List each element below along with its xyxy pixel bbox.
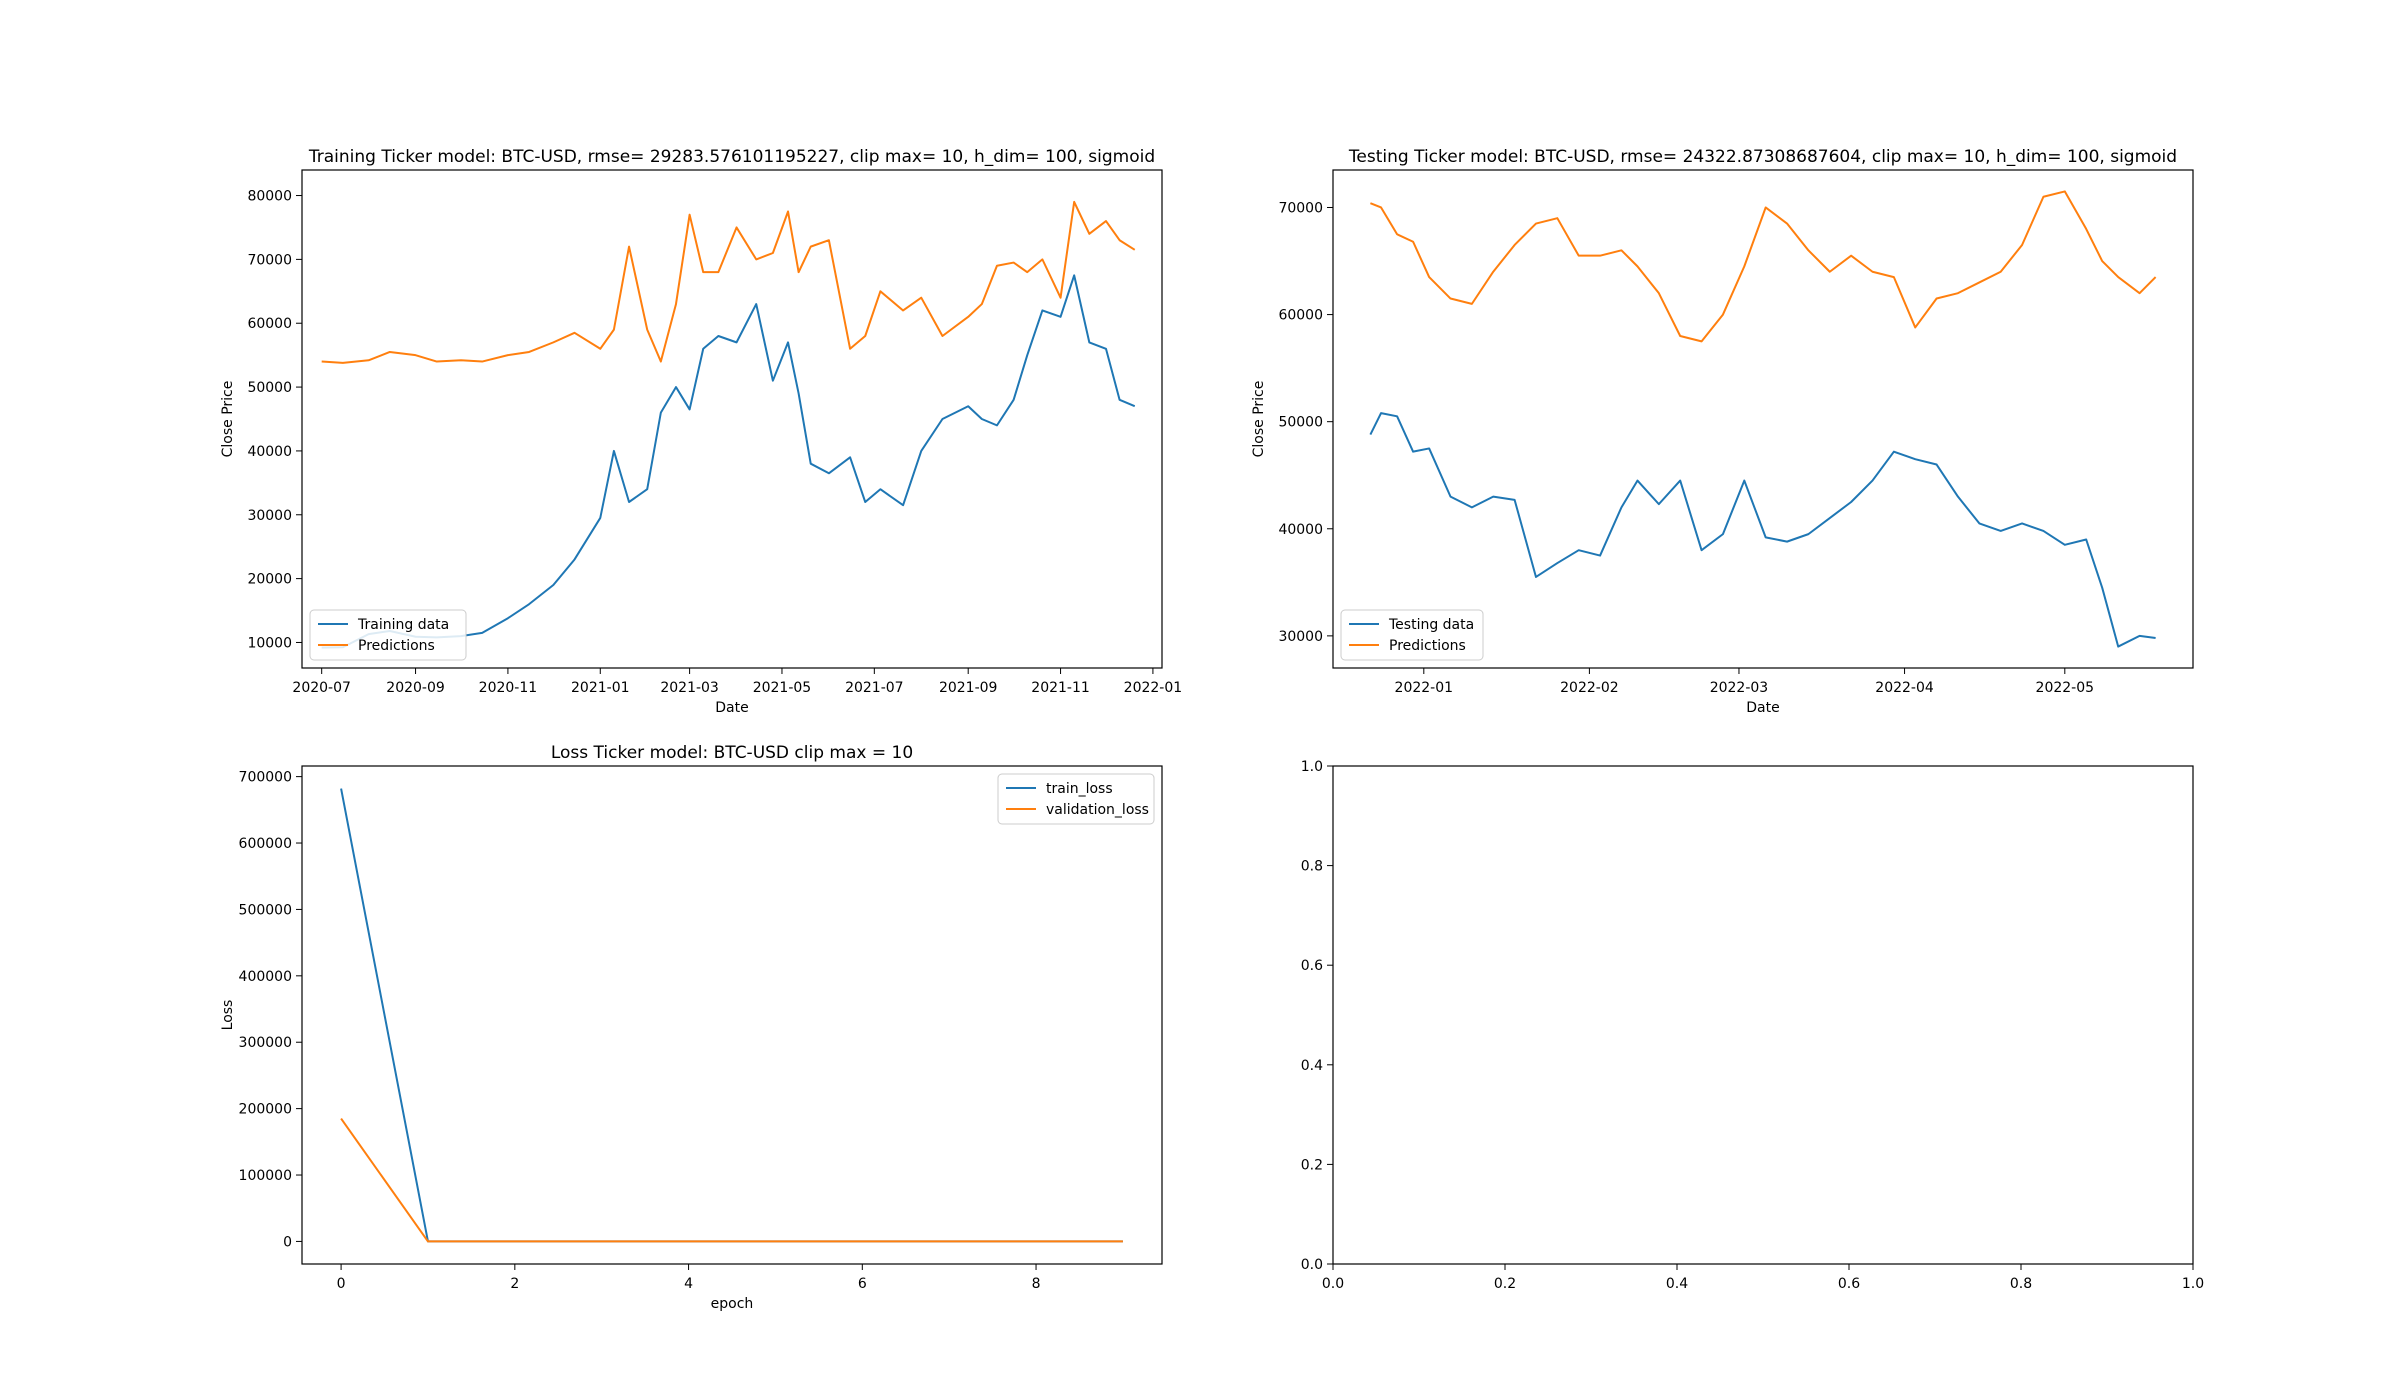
x-tick-label: 2022-04 [1875,680,1934,696]
legend-label: Testing data [1388,617,1474,633]
x-axis-label: Date [1746,700,1779,716]
axes-frame [1332,169,2194,669]
y-axis-label: Loss [220,1000,236,1031]
y-tick-label: 40000 [1278,522,1323,538]
x-tick-label: 2020-11 [479,680,538,696]
y-tick-label: 0.4 [1301,1058,1323,1074]
y-tick-label: 50000 [1278,415,1323,431]
y-tick-label: 30000 [1278,629,1323,645]
x-tick-label: 0.8 [2010,1276,2032,1292]
y-tick-label: 400000 [239,969,292,985]
x-tick-label: 2022-02 [1560,680,1619,696]
y-tick-label: 20000 [247,572,292,588]
y-tick-label: 700000 [239,770,292,786]
series-line-training-data [321,274,1136,649]
x-tick-label: 0.0 [1322,1276,1344,1292]
legend-label: Training data [357,617,449,633]
x-tick-label: 6 [858,1276,867,1292]
y-tick-label: 50000 [247,380,292,396]
x-tick-label: 0.4 [1666,1276,1688,1292]
series-line-train-loss [340,788,1123,1243]
y-tick-label: 0.6 [1301,958,1323,974]
legend-label: Predictions [1389,638,1466,654]
chart-panel-1: 2020-07 2020-09 2020-11 2021-01 2021-03 2021-… [220,147,1182,716]
y-tick-label: 30000 [247,508,292,524]
x-tick-label: 0.2 [1494,1276,1516,1292]
x-tick-label: 2021-01 [571,680,630,696]
y-tick-label: 100000 [239,1168,292,1184]
x-tick-label: 0 [337,1276,346,1292]
legend-label: train_loss [1046,781,1113,797]
chart-panel-3: 0 2 4 6 8 0 100000 200000 300000 400000 500000 6000… [220,743,1163,1312]
y-tick-label: 600000 [239,836,292,852]
series-line-predictions [321,200,1136,364]
x-tick-label: 2021-05 [753,680,812,696]
x-tick-label: 8 [1032,1276,1041,1292]
chart-panel-4: 0.0 0.2 0.4 0.6 0.8 1.0 0.0 0.2 0.4 0.6 0.8 1.0 [1301,759,2204,1292]
y-tick-label: 60000 [1278,308,1323,324]
y-axis-label: Close Price [1251,381,1267,458]
chart-panel-2: 2022-01 2022-02 2022-03 2022-04 2022-05 30000… [1251,147,2194,716]
y-tick-label: 60000 [247,316,292,332]
x-axis-label: epoch [711,1296,754,1312]
y-tick-label: 0 [283,1234,292,1250]
x-tick-label: 2022-01 [1395,680,1454,696]
y-tick-label: 70000 [247,252,292,268]
series-line-validation-loss [340,1118,1123,1243]
legend: Training data Predictions [309,609,467,661]
x-tick-label: 4 [684,1276,693,1292]
legend-box [309,609,467,661]
legend: train_loss validation_loss [997,773,1155,825]
chart-title: Loss Ticker model: BTC-USD clip max = 10 [551,743,913,763]
legend: Testing data Predictions [1340,609,1484,661]
x-tick-label: 2022-05 [2036,680,2095,696]
legend-label: validation_loss [1046,802,1149,818]
x-tick-label: 2021-03 [660,680,719,696]
y-tick-label: 300000 [239,1035,292,1051]
x-tick-label: 2 [510,1276,519,1292]
y-tick-label: 10000 [247,635,292,651]
legend-box [1340,609,1484,661]
x-tick-label: 2020-07 [292,680,351,696]
x-tick-label: 2020-09 [386,680,445,696]
y-axis-label: Close Price [220,381,236,458]
y-tick-label: 500000 [239,902,292,918]
x-axis-label: Date [715,700,748,716]
y-tick-label: 40000 [247,444,292,460]
y-tick-label: 0.0 [1301,1257,1323,1273]
chart-title: Training Ticker model: BTC-USD, rmse= 29… [308,147,1155,167]
axes-frame [1332,765,2194,1265]
x-tick-label: 2022-03 [1710,680,1769,696]
y-tick-label: 70000 [1278,200,1323,216]
y-tick-label: 1.0 [1301,759,1323,775]
x-tick-label: 2021-09 [939,680,998,696]
x-tick-label: 1.0 [2182,1276,2204,1292]
series-line-testing-data [1369,412,2156,648]
y-tick-label: 0.2 [1301,1157,1323,1173]
y-tick-label: 0.8 [1301,859,1323,875]
series-line-predictions [1370,190,2157,343]
axes-frame [301,765,1163,1265]
y-tick-label: 80000 [247,189,292,205]
legend-label: Predictions [358,638,435,654]
x-tick-label: 0.6 [1838,1276,1860,1292]
x-tick-label: 2021-11 [1031,680,1090,696]
y-tick-label: 200000 [239,1102,292,1118]
chart-title: Testing Ticker model: BTC-USD, rmse= 243… [1348,147,2177,167]
axes-frame [301,169,1163,669]
x-tick-label: 2022-01 [1124,680,1183,696]
legend-box [997,773,1155,825]
x-tick-label: 2021-07 [845,680,904,696]
